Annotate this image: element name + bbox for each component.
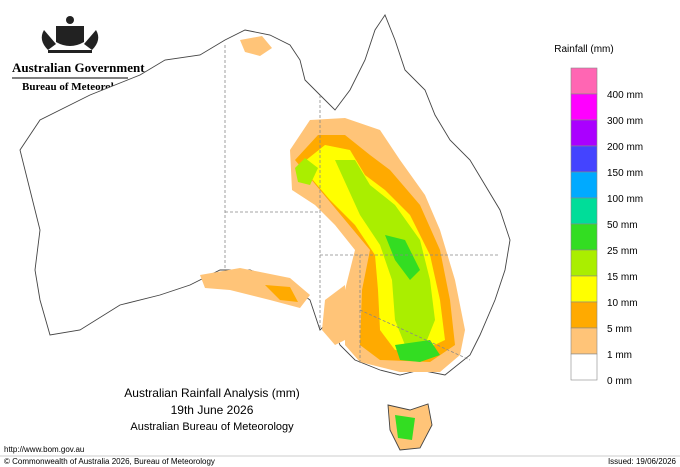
legend-swatch	[570, 93, 598, 121]
footer-copyright: © Commonwealth of Australia 2026, Bureau…	[4, 457, 215, 466]
legend-swatch	[570, 353, 598, 381]
legend-swatch	[570, 171, 598, 199]
legend-swatch	[570, 275, 598, 303]
legend-label: 50 mm	[607, 220, 638, 231]
footer-url: http://www.bom.gov.au	[4, 445, 84, 454]
legend-label: 100 mm	[607, 194, 643, 205]
legend-label: 200 mm	[607, 142, 643, 153]
legend-title: Rainfall (mm)	[554, 44, 613, 55]
legend-label: 5 mm	[607, 324, 632, 335]
legend-swatch	[570, 223, 598, 251]
legend-swatch	[570, 145, 598, 173]
legend-swatch	[570, 327, 598, 355]
legend-label: 300 mm	[607, 116, 643, 127]
legend-swatch	[570, 67, 598, 95]
legend-label: 150 mm	[607, 168, 643, 179]
legend-label: 10 mm	[607, 298, 638, 309]
legend-label: 1 mm	[607, 350, 632, 361]
coat-of-arms	[41, 16, 99, 53]
map-title: Australian Rainfall Analysis (mm)	[124, 386, 299, 400]
legend-label: 25 mm	[607, 246, 638, 257]
map-source: Australian Bureau of Meteorology	[130, 421, 294, 433]
government-name: Australian Government	[12, 60, 145, 75]
tasmania-rain	[395, 415, 415, 440]
legend-label: 0 mm	[607, 376, 632, 387]
legend-label: 400 mm	[607, 90, 643, 101]
rainfall-shading	[200, 36, 465, 372]
legend-swatch	[570, 197, 598, 225]
footer-issued: Issued: 19/06/2026	[608, 457, 677, 466]
legend-swatch	[570, 301, 598, 329]
legend-swatch	[570, 249, 598, 277]
legend-label: 15 mm	[607, 272, 638, 283]
map-date: 19th June 2026	[171, 403, 254, 417]
legend: Rainfall (mm) 400 mm 300 mm 200 mm 150 mm 10…	[554, 44, 643, 387]
state-borders	[224, 45, 500, 365]
legend-swatch	[570, 119, 598, 147]
